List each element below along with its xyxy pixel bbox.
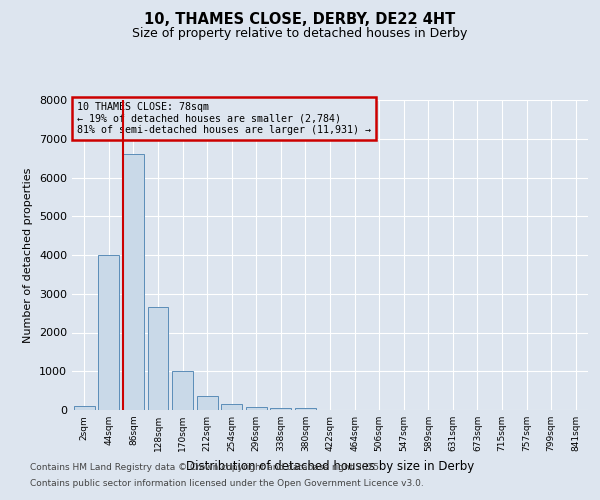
Bar bbox=[295, 408, 316, 410]
Text: Contains public sector information licensed under the Open Government Licence v3: Contains public sector information licen… bbox=[30, 478, 424, 488]
Bar bbox=[148, 308, 169, 410]
Bar bbox=[172, 371, 193, 410]
Y-axis label: Number of detached properties: Number of detached properties bbox=[23, 168, 34, 342]
Text: 10, THAMES CLOSE, DERBY, DE22 4HT: 10, THAMES CLOSE, DERBY, DE22 4HT bbox=[145, 12, 455, 28]
Bar bbox=[246, 408, 267, 410]
Text: 10 THAMES CLOSE: 78sqm
← 19% of detached houses are smaller (2,784)
81% of semi-: 10 THAMES CLOSE: 78sqm ← 19% of detached… bbox=[77, 102, 371, 134]
Bar bbox=[123, 154, 144, 410]
Bar bbox=[98, 255, 119, 410]
X-axis label: Distribution of detached houses by size in Derby: Distribution of detached houses by size … bbox=[186, 460, 474, 472]
Bar bbox=[221, 404, 242, 410]
Bar bbox=[197, 396, 218, 410]
Bar bbox=[74, 406, 95, 410]
Bar bbox=[271, 408, 292, 410]
Text: Size of property relative to detached houses in Derby: Size of property relative to detached ho… bbox=[133, 28, 467, 40]
Text: Contains HM Land Registry data © Crown copyright and database right 2025.: Contains HM Land Registry data © Crown c… bbox=[30, 464, 382, 472]
